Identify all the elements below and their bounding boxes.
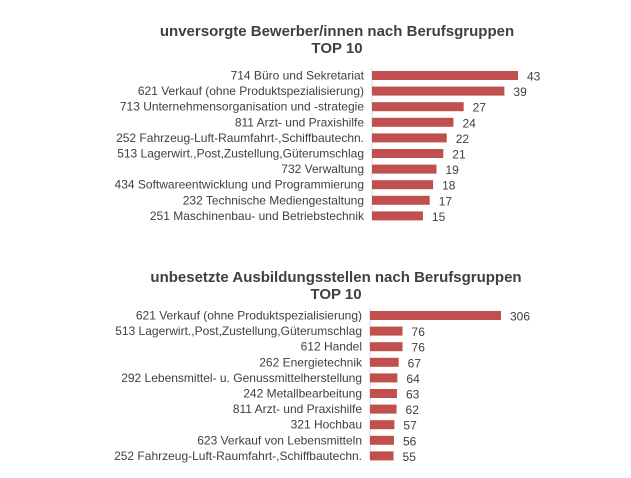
chart-unbesetzte-ausbildungsstellen: unbesetzte Ausbildungsstellen nach Beruf… <box>114 269 530 464</box>
category-label: 292 Lebensmittel- u. Genussmittelherstel… <box>121 371 362 385</box>
data-label: 57 <box>403 419 417 433</box>
bar <box>372 102 464 112</box>
bar <box>372 180 434 190</box>
category-label: 252 Fahrzeug-Luft-Raumfahrt-,Schiffbaute… <box>114 449 362 463</box>
data-label: 64 <box>406 372 420 386</box>
data-label: 17 <box>439 194 453 208</box>
category-label: 262 Energietechnik <box>259 355 363 369</box>
category-label: 513 Lagerwirt.,Post,Zustellung,Güterumsc… <box>115 324 362 338</box>
data-label: 63 <box>406 388 420 402</box>
chart-subtitle: TOP 10 <box>310 286 361 303</box>
bar <box>370 311 501 320</box>
category-label: 242 Metallbearbeitung <box>243 387 362 401</box>
data-label: 15 <box>432 210 446 224</box>
category-label: 621 Verkauf (ohne Produktspezialisierung… <box>136 309 362 323</box>
category-label: 811 Arzt- und Praxishilfe <box>235 115 365 129</box>
chart-unversorgte-bewerber: unversorgte Bewerber/innen nach Berufsgr… <box>115 23 541 224</box>
bar <box>372 211 423 221</box>
category-label: 623 Verkauf von Lebensmitteln <box>197 433 362 447</box>
data-label: 55 <box>403 450 417 464</box>
category-label: 321 Hochbau <box>291 418 362 432</box>
bar <box>372 133 447 143</box>
chart-title: unbesetzte Ausbildungsstellen nach Beruf… <box>150 269 521 286</box>
category-label: 252 Fahrzeug-Luft-Raumfahrt-,Schiffbaute… <box>116 131 364 145</box>
data-label: 76 <box>412 325 426 339</box>
bar <box>372 71 518 80</box>
data-label: 27 <box>473 101 487 115</box>
bar <box>372 86 505 96</box>
bar <box>372 117 454 127</box>
category-label: 251 Maschinenbau- und Betriebstechnik <box>150 209 365 223</box>
category-label: 513 Lagerwirt.,Post,Zustellung,Güterumsc… <box>117 147 364 161</box>
data-label: 76 <box>412 341 426 355</box>
data-label: 56 <box>403 434 417 448</box>
bar <box>370 326 403 336</box>
category-label: 811 Arzt- und Praxishilfe <box>233 402 363 416</box>
bar-group: 621 Verkauf (ohne Produktspezialisierung… <box>114 309 530 464</box>
category-label: 732 Verwaltung <box>281 162 364 176</box>
bar <box>370 420 395 430</box>
bar <box>370 404 397 414</box>
data-label: 18 <box>442 179 456 193</box>
bar-group: 714 Büro und Sekretariat 43 621 Verkauf (o… <box>115 69 541 224</box>
data-label: 22 <box>456 132 470 146</box>
bar <box>370 389 397 398</box>
bar <box>372 149 444 158</box>
bar <box>372 195 430 205</box>
category-label: 621 Verkauf (ohne Produktspezialisierung… <box>138 84 364 98</box>
category-label: 612 Handel <box>301 340 362 354</box>
bar <box>370 435 394 445</box>
chart-title: unversorgte Bewerber/innen nach Berufsgr… <box>160 23 514 40</box>
chart-subtitle: TOP 10 <box>311 40 362 57</box>
data-label: 67 <box>408 356 422 370</box>
data-label: 19 <box>446 163 460 177</box>
data-label: 62 <box>406 403 420 417</box>
category-label: 713 Unternehmensorganisation und -strate… <box>120 100 364 114</box>
category-label: 714 Büro und Sekretariat <box>231 69 365 83</box>
data-label: 21 <box>452 148 466 162</box>
data-label: 39 <box>513 85 527 99</box>
bar <box>370 451 394 461</box>
category-label: 232 Technische Mediengestaltung <box>183 193 364 207</box>
bar <box>372 164 437 174</box>
bar <box>370 342 403 352</box>
data-label: 24 <box>462 116 476 130</box>
data-label: 306 <box>510 310 530 324</box>
bar <box>370 373 398 383</box>
data-label: 43 <box>527 70 541 84</box>
category-label: 434 Softwareentwicklung und Programmieru… <box>115 178 364 192</box>
bar <box>370 357 399 367</box>
